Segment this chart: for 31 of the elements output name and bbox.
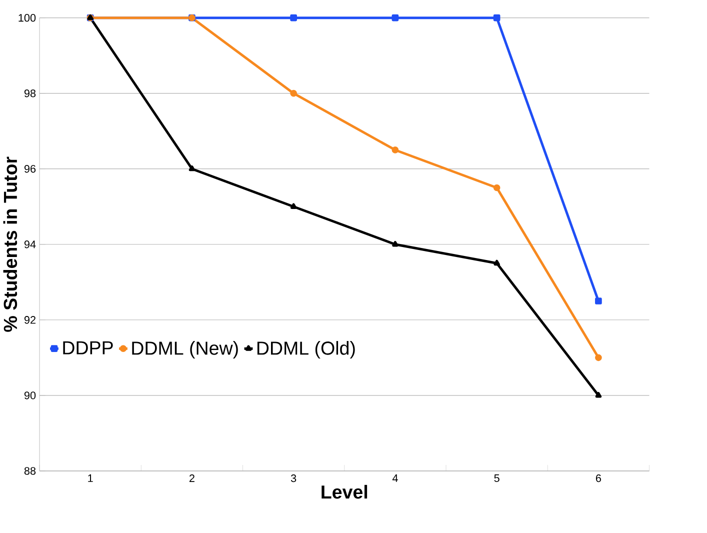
- point: [595, 354, 602, 361]
- point: [392, 146, 399, 154]
- point: [290, 14, 297, 22]
- x-tick-label: 5: [494, 474, 500, 482]
- point: [290, 203, 297, 209]
- point: [494, 260, 500, 266]
- x-tick-label: 4: [392, 474, 398, 482]
- y-tick-label: 100: [18, 14, 36, 22]
- x-tick-label: 2: [189, 474, 194, 482]
- y-tick-label: 96: [24, 164, 36, 173]
- legend-label: DDML (New): [132, 340, 238, 358]
- y-axis-title: % Students in Tutor: [3, 156, 18, 332]
- y-tick-label: 98: [24, 89, 36, 98]
- point: [493, 184, 500, 191]
- x-tick-label: 3: [290, 474, 296, 482]
- point: [188, 165, 196, 171]
- y-tick-label: 92: [24, 316, 36, 324]
- x-tick-label: 6: [596, 474, 601, 482]
- point: [392, 240, 398, 247]
- y-tick-label: 90: [24, 391, 36, 400]
- point: [595, 392, 602, 398]
- point: [595, 297, 602, 304]
- legend-label: DDPP: [63, 341, 113, 354]
- y-tick-label: 94: [24, 240, 36, 248]
- x-axis-title: Level: [322, 484, 368, 499]
- legend-label: DDML (Old): [257, 340, 355, 358]
- x-tick-label: 1: [88, 474, 93, 482]
- point: [392, 14, 399, 22]
- y-tick-label: 88: [24, 466, 36, 475]
- point: [493, 14, 500, 22]
- point: [290, 90, 297, 97]
